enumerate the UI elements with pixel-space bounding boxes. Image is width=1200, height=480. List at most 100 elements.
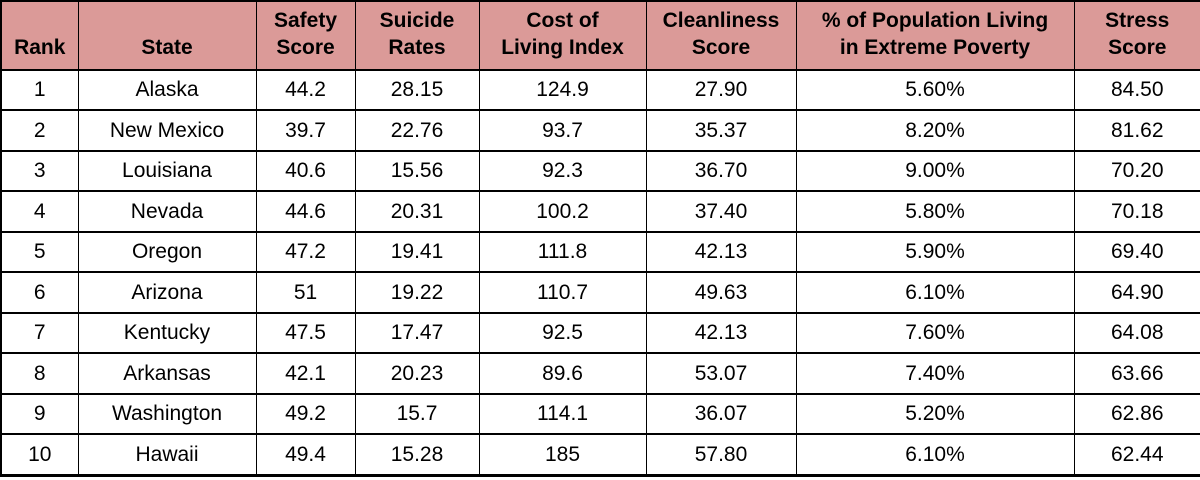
cell-state: Alaska — [77, 68, 257, 112]
table-row: 6 Arizona 51 19.22 110.7 49.63 6.10% 64.90 — [0, 271, 1200, 314]
table-row: 1 Alaska 44.2 28.15 124.9 27.90 5.60% 84.50 — [0, 68, 1200, 112]
column-header-suicide-rates: Suicide Rates — [354, 0, 480, 71]
table-row: 10 Hawaii 49.4 15.28 185 57.80 6.10% 62.44 — [0, 433, 1200, 477]
cell-state: Hawaii — [77, 433, 257, 477]
cell-rank: 9 — [0, 392, 79, 436]
column-header-safety-score: Safety Score — [255, 0, 356, 71]
table-body: 1 Alaska 44.2 28.15 124.9 27.90 5.60% 84.50 2 New… — [0, 68, 1200, 477]
cell-stress-score: 63.66 — [1073, 352, 1200, 395]
cell-safety-score: 49.2 — [255, 392, 356, 436]
cell-cost-of-living-index: 89.6 — [478, 352, 647, 395]
cell-rank: 1 — [0, 68, 79, 112]
cell-stress-score: 70.18 — [1073, 190, 1200, 233]
cell-suicide-rates: 20.31 — [354, 190, 480, 233]
cell-state: Arizona — [77, 271, 257, 314]
cell-cost-of-living-index: 92.3 — [478, 149, 647, 193]
cell-cost-of-living-index: 114.1 — [478, 392, 647, 436]
cell-safety-score: 49.4 — [255, 433, 356, 477]
cell-of-population-living-in-extreme-poverty: 5.90% — [795, 230, 1075, 274]
cell-state: Kentucky — [77, 311, 257, 355]
cell-cleanliness-score: 57.80 — [645, 433, 797, 477]
cell-of-population-living-in-extreme-poverty: 5.60% — [795, 68, 1075, 112]
cell-cost-of-living-index: 92.5 — [478, 311, 647, 355]
cell-suicide-rates: 15.7 — [354, 392, 480, 436]
cell-cleanliness-score: 53.07 — [645, 352, 797, 395]
cell-cleanliness-score: 42.13 — [645, 311, 797, 355]
cell-safety-score: 51 — [255, 271, 356, 314]
cell-safety-score: 44.6 — [255, 190, 356, 233]
cell-stress-score: 69.40 — [1073, 230, 1200, 274]
cell-cost-of-living-index: 111.8 — [478, 230, 647, 274]
cell-state: Louisiana — [77, 149, 257, 193]
column-header-cost-of-living-index: Cost of Living Index — [478, 0, 647, 71]
table-row: 4 Nevada 44.6 20.31 100.2 37.40 5.80% 70.18 — [0, 190, 1200, 233]
column-header-cleanliness-score: Cleanliness Score — [645, 0, 797, 71]
cell-safety-score: 40.6 — [255, 149, 356, 193]
cell-of-population-living-in-extreme-poverty: 5.80% — [795, 190, 1075, 233]
cell-cost-of-living-index: 93.7 — [478, 109, 647, 152]
column-header-of-population-living-in-extreme-poverty: % of Population Living in Extreme Povert… — [795, 0, 1075, 71]
cell-of-population-living-in-extreme-poverty: 6.10% — [795, 271, 1075, 314]
table-row: 5 Oregon 47.2 19.41 111.8 42.13 5.90% 69.40 — [0, 230, 1200, 274]
cell-stress-score: 62.44 — [1073, 433, 1200, 477]
cell-stress-score: 70.20 — [1073, 149, 1200, 193]
cell-state: New Mexico — [77, 109, 257, 152]
table-row: 3 Louisiana 40.6 15.56 92.3 36.70 9.00% 70.20 — [0, 149, 1200, 193]
cell-suicide-rates: 19.41 — [354, 230, 480, 274]
cell-rank: 10 — [0, 433, 79, 477]
cell-stress-score: 62.86 — [1073, 392, 1200, 436]
cell-cleanliness-score: 36.70 — [645, 149, 797, 193]
cell-suicide-rates: 28.15 — [354, 68, 480, 112]
cell-suicide-rates: 20.23 — [354, 352, 480, 395]
cell-rank: 6 — [0, 271, 79, 314]
cell-cleanliness-score: 36.07 — [645, 392, 797, 436]
cell-cost-of-living-index: 185 — [478, 433, 647, 477]
cell-suicide-rates: 17.47 — [354, 311, 480, 355]
cell-of-population-living-in-extreme-poverty: 7.60% — [795, 311, 1075, 355]
cell-rank: 3 — [0, 149, 79, 193]
cell-cost-of-living-index: 100.2 — [478, 190, 647, 233]
cell-rank: 4 — [0, 190, 79, 233]
column-header-stress-score: Stress Score — [1073, 0, 1200, 71]
cell-suicide-rates: 19.22 — [354, 271, 480, 314]
cell-state: Oregon — [77, 230, 257, 274]
cell-of-population-living-in-extreme-poverty: 6.10% — [795, 433, 1075, 477]
cell-rank: 2 — [0, 109, 79, 152]
table-row: 2 New Mexico 39.7 22.76 93.7 35.37 8.20% 81.62 — [0, 109, 1200, 152]
table-row: 8 Arkansas 42.1 20.23 89.6 53.07 7.40% 63.66 — [0, 352, 1200, 395]
cell-safety-score: 47.5 — [255, 311, 356, 355]
cell-stress-score: 64.08 — [1073, 311, 1200, 355]
cell-cleanliness-score: 49.63 — [645, 271, 797, 314]
cell-safety-score: 42.1 — [255, 352, 356, 395]
cell-rank: 8 — [0, 352, 79, 395]
cell-cost-of-living-index: 110.7 — [478, 271, 647, 314]
cell-state: Arkansas — [77, 352, 257, 395]
cell-safety-score: 39.7 — [255, 109, 356, 152]
cell-of-population-living-in-extreme-poverty: 5.20% — [795, 392, 1075, 436]
cell-state: Nevada — [77, 190, 257, 233]
cell-of-population-living-in-extreme-poverty: 8.20% — [795, 109, 1075, 152]
table-header: Rank State Safety Score Suicide Rates Cost o… — [0, 0, 1200, 71]
cell-safety-score: 44.2 — [255, 68, 356, 112]
cell-suicide-rates: 15.56 — [354, 149, 480, 193]
column-header-state: State — [77, 0, 257, 71]
table-row: 7 Kentucky 47.5 17.47 92.5 42.13 7.60% 64.08 — [0, 311, 1200, 355]
cell-rank: 7 — [0, 311, 79, 355]
cell-stress-score: 64.90 — [1073, 271, 1200, 314]
cell-suicide-rates: 15.28 — [354, 433, 480, 477]
column-header-rank: Rank — [0, 0, 79, 71]
header-row: Rank State Safety Score Suicide Rates Cost o… — [0, 0, 1200, 71]
cell-cleanliness-score: 37.40 — [645, 190, 797, 233]
cell-stress-score: 84.50 — [1073, 68, 1200, 112]
cell-cleanliness-score: 42.13 — [645, 230, 797, 274]
table-row: 9 Washington 49.2 15.7 114.1 36.07 5.20% 62.86 — [0, 392, 1200, 436]
cell-suicide-rates: 22.76 — [354, 109, 480, 152]
cell-cleanliness-score: 27.90 — [645, 68, 797, 112]
cell-cost-of-living-index: 124.9 — [478, 68, 647, 112]
cell-state: Washington — [77, 392, 257, 436]
cell-rank: 5 — [0, 230, 79, 274]
cell-cleanliness-score: 35.37 — [645, 109, 797, 152]
cell-of-population-living-in-extreme-poverty: 7.40% — [795, 352, 1075, 395]
